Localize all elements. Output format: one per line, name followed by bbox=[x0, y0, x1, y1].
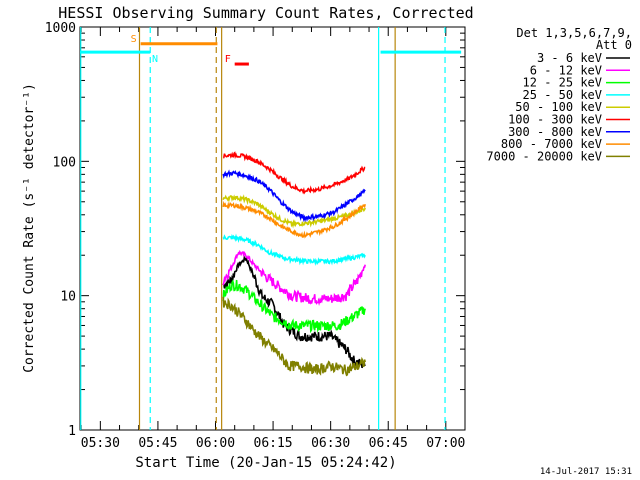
y-tick-label: 1000 bbox=[45, 21, 76, 36]
plot-frame bbox=[79, 26, 466, 431]
series-lines bbox=[222, 151, 366, 377]
y-tick-label: 100 bbox=[53, 155, 76, 170]
legend-label: 300 - 800 keV bbox=[508, 125, 602, 139]
legend-label: 7000 - 20000 keV bbox=[486, 149, 602, 163]
series-line-6 bbox=[222, 169, 366, 223]
legend-label: 50 - 100 keV bbox=[515, 100, 602, 114]
flag-label: N bbox=[152, 54, 158, 65]
x-tick-label: 05:30 bbox=[81, 436, 120, 451]
series-line-2 bbox=[222, 279, 366, 334]
y-tick-label: 10 bbox=[60, 290, 76, 305]
legend-header-line-1: Det 1,3,5,6,7,9, bbox=[516, 26, 632, 40]
legend-label: 6 - 12 keV bbox=[530, 63, 602, 77]
flag-label: S bbox=[131, 34, 137, 45]
legend-header-line-2: Att 0 bbox=[596, 38, 632, 52]
x-tick-label: 05:45 bbox=[138, 436, 177, 451]
series-line-7 bbox=[222, 200, 366, 239]
x-tick-label: 06:15 bbox=[254, 436, 293, 451]
x-axis-label: Start Time (20-Jan-15 05:24:42) bbox=[135, 455, 396, 471]
series-line-4 bbox=[222, 194, 366, 229]
legend-label: 25 - 50 keV bbox=[523, 88, 602, 102]
y-axis-label: Corrected Count Rate (s⁻¹ detector⁻¹) bbox=[22, 83, 37, 373]
series-line-5 bbox=[223, 151, 366, 195]
series-line-0 bbox=[222, 254, 366, 369]
legend-label: 12 - 25 keV bbox=[523, 76, 602, 90]
series-line-1 bbox=[222, 249, 366, 306]
series-line-3 bbox=[222, 233, 366, 266]
y-axis: 1 10 100 1000 bbox=[45, 21, 465, 439]
footer-date: 14-Jul-2017 15:31 bbox=[540, 467, 632, 477]
x-tick-label: 06:45 bbox=[369, 436, 408, 451]
x-tick-label: 07:00 bbox=[426, 436, 465, 451]
vertical-markers bbox=[80, 27, 446, 430]
legend-label: 3 - 6 keV bbox=[537, 51, 602, 65]
x-axis: 05:30 05:45 06:00 06:15 06:30 06:45 07:00 bbox=[80, 27, 466, 451]
legend-label: 800 - 7000 keV bbox=[501, 137, 602, 151]
legend-label: 100 - 300 keV bbox=[508, 113, 602, 127]
series-line-8 bbox=[222, 296, 366, 377]
x-tick-label: 06:00 bbox=[196, 436, 235, 451]
y-tick-label: 1 bbox=[68, 424, 76, 439]
flag-bars: S N F bbox=[80, 34, 462, 66]
flag-label: F bbox=[225, 54, 231, 65]
x-tick-label: 06:30 bbox=[311, 436, 350, 451]
chart-title: HESSI Observing Summary Count Rates, Cor… bbox=[58, 4, 473, 22]
